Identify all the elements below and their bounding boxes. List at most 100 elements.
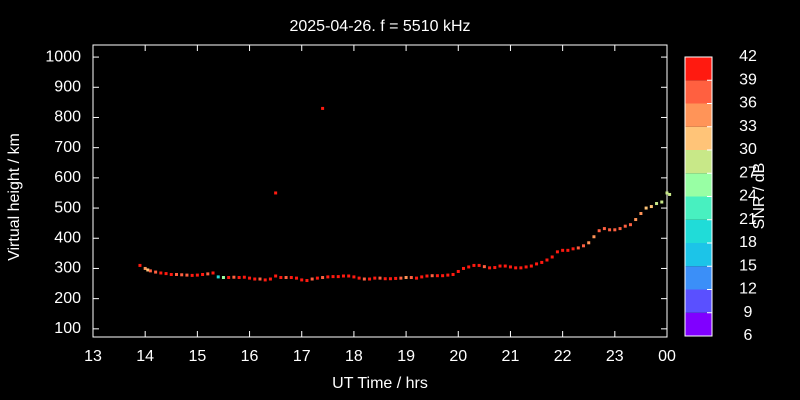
- data-point: [503, 264, 507, 268]
- data-point: [159, 271, 163, 275]
- data-point: [441, 274, 445, 278]
- data-point: [274, 274, 278, 278]
- data-point: [602, 227, 606, 231]
- data-point: [154, 270, 158, 274]
- data-point: [508, 265, 512, 269]
- data-point: [597, 229, 601, 233]
- colorbar-tick-label: 12: [739, 281, 757, 298]
- data-point: [461, 266, 465, 270]
- colorbar-tick-label: 33: [739, 118, 757, 135]
- y-tick-label: 400: [54, 229, 81, 246]
- data-point: [592, 235, 596, 239]
- x-tick-label: 21: [502, 348, 520, 365]
- y-tick-label: 800: [54, 109, 81, 126]
- data-point: [639, 211, 643, 215]
- data-point: [482, 265, 486, 269]
- data-point: [248, 276, 252, 280]
- data-point: [279, 276, 283, 280]
- data-point: [174, 272, 178, 276]
- x-tick-label: 14: [136, 348, 154, 365]
- data-point: [582, 244, 586, 248]
- data-point: [561, 248, 565, 252]
- colorbar-tick-label: 42: [739, 48, 757, 65]
- data-point: [180, 273, 184, 277]
- colorbar-tick-label: 9: [744, 304, 753, 321]
- colorbar-band: [685, 126, 712, 150]
- data-point: [300, 278, 304, 282]
- data-point: [321, 276, 325, 280]
- y-tick-label: 100: [54, 320, 81, 337]
- data-point: [305, 279, 309, 283]
- data-point: [451, 272, 455, 276]
- data-point: [211, 271, 215, 275]
- colorbar-tick-label: 15: [739, 257, 757, 274]
- data-point: [315, 276, 319, 280]
- x-axis-label: UT Time / hrs: [332, 375, 428, 392]
- data-point: [467, 265, 471, 269]
- data-point: [310, 277, 314, 281]
- data-point: [341, 274, 345, 278]
- data-point: [263, 278, 267, 282]
- colorbar-band: [685, 196, 712, 220]
- colorbar-tick-label: 6: [744, 327, 753, 344]
- colorbar-band: [685, 243, 712, 267]
- data-point: [587, 241, 591, 245]
- data-point: [227, 276, 231, 280]
- plot-frame: [92, 44, 668, 338]
- data-point: [415, 276, 419, 280]
- data-point: [221, 276, 225, 280]
- x-tick-label: 16: [241, 348, 259, 365]
- colorbar-tick-label: 39: [739, 71, 757, 88]
- data-point: [608, 228, 612, 232]
- data-point: [649, 205, 653, 209]
- data-point: [357, 276, 361, 280]
- data-point: [498, 264, 502, 268]
- colorbar-band: [685, 266, 712, 290]
- data-point: [394, 276, 398, 280]
- x-tick-label: 23: [606, 348, 624, 365]
- y-tick-label: 600: [54, 169, 81, 186]
- colorbar-band: [685, 173, 712, 197]
- data-point: [409, 276, 413, 280]
- data-point: [550, 255, 554, 259]
- data-point: [185, 273, 189, 277]
- data-point: [195, 273, 199, 277]
- colorbar-tick-label: 36: [739, 95, 757, 112]
- x-tick-label: 20: [449, 348, 467, 365]
- data-point: [253, 277, 257, 281]
- x-tick-label: 19: [397, 348, 415, 365]
- data-point: [430, 274, 434, 278]
- colorbar-band: [685, 80, 712, 104]
- data-point: [268, 277, 272, 281]
- data-point: [628, 223, 632, 227]
- data-point: [148, 269, 152, 273]
- data-point: [399, 276, 403, 280]
- data-point: [668, 192, 672, 196]
- data-point: [242, 275, 246, 279]
- data-point: [524, 265, 528, 269]
- data-point: [634, 218, 638, 222]
- data-point: [373, 276, 377, 280]
- data-point: [529, 264, 533, 268]
- data-point: [644, 206, 648, 210]
- x-tick-label: 22: [554, 348, 572, 365]
- colorbar-tick-label: 24: [739, 188, 757, 205]
- data-point: [660, 200, 664, 204]
- data-point: [388, 277, 392, 281]
- data-point: [477, 263, 481, 267]
- data-point: [665, 191, 669, 195]
- colorbar-band: [685, 103, 712, 127]
- data-point: [201, 272, 205, 276]
- data-point: [383, 277, 387, 281]
- data-point: [545, 258, 549, 262]
- data-point: [326, 275, 330, 279]
- data-point: [289, 276, 293, 280]
- data-point: [571, 247, 575, 251]
- data-point: [138, 263, 142, 267]
- data-point: [493, 266, 497, 270]
- data-point: [404, 276, 408, 280]
- x-tick-label: 13: [84, 348, 102, 365]
- data-point: [446, 273, 450, 277]
- data-point: [190, 273, 194, 277]
